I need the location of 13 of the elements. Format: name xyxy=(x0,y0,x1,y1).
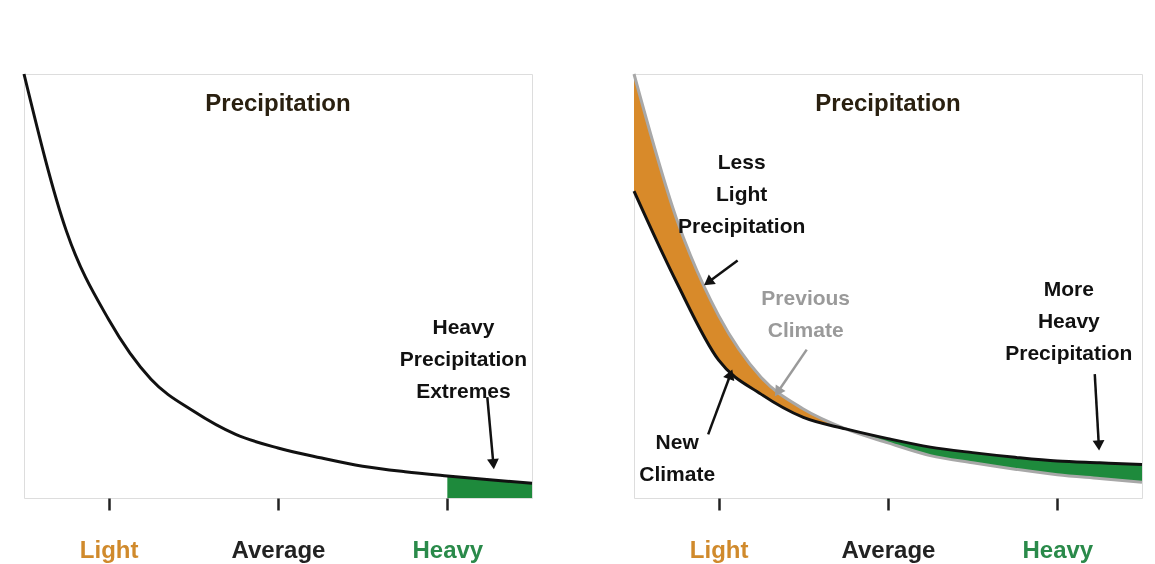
annotation: More Heavy Precipitation xyxy=(1005,277,1133,365)
annotation: Previous Climate xyxy=(761,285,851,341)
annotation: New Climate xyxy=(639,429,716,485)
annotation: Heavy Precipitation Extremes xyxy=(399,315,528,403)
x-tick-label: Light xyxy=(79,535,139,563)
annotation: Less Light Precipitation xyxy=(678,150,806,238)
x-tick-label: Average xyxy=(841,535,936,563)
text: Precipitation xyxy=(815,89,961,116)
text: Precipitation xyxy=(205,89,351,116)
x-tick-label: Heavy xyxy=(412,535,484,563)
x-tick-label: Average xyxy=(231,535,326,563)
x-tick-label: Light xyxy=(689,535,749,563)
x-tick-label: Heavy xyxy=(1022,535,1094,563)
